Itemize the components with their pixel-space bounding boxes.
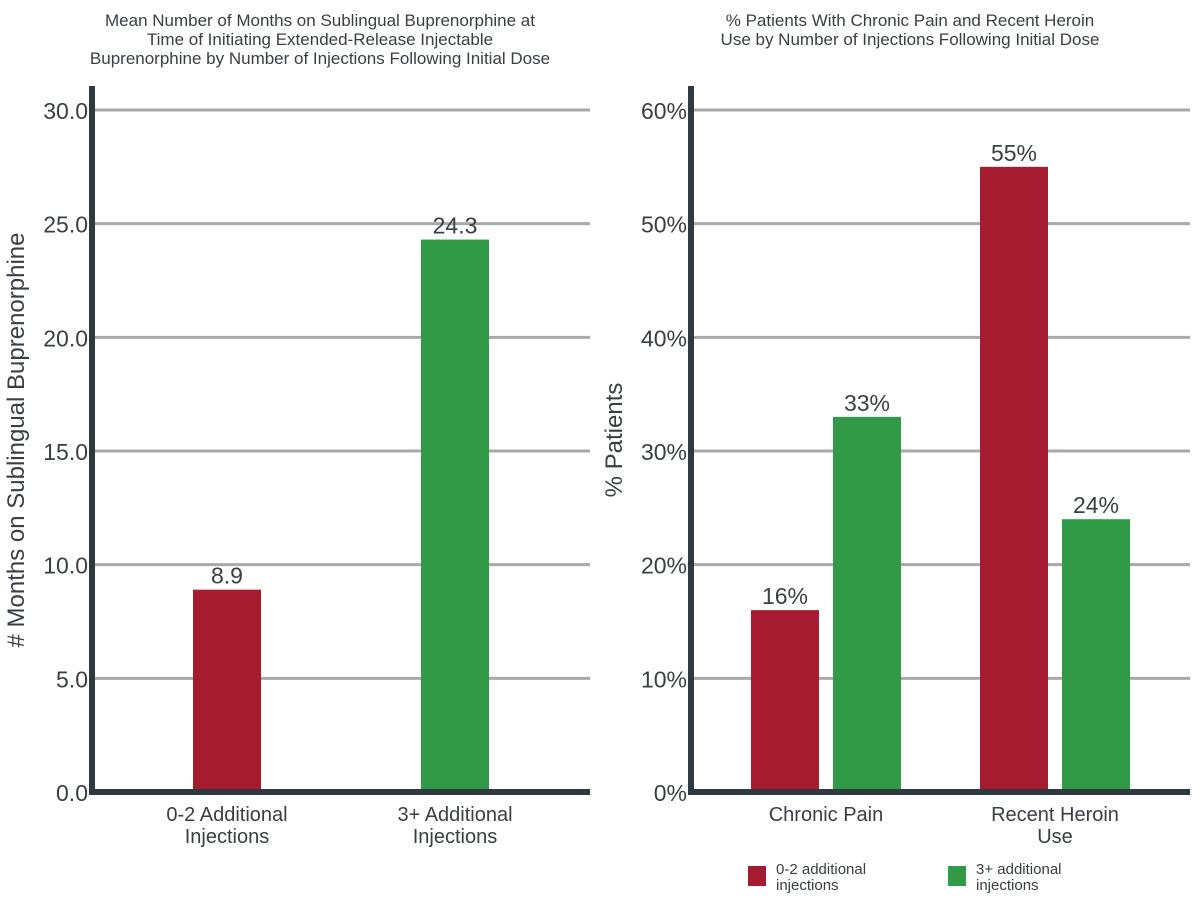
legend-label: injections [776, 877, 839, 894]
left-axes [89, 86, 590, 795]
left-value-labels: 8.9 24.3 [211, 213, 477, 589]
left-bar [421, 239, 489, 792]
right-bar [833, 416, 901, 792]
right-y-axis-title: % Patients [601, 383, 628, 498]
right-y-tick-label: 50% [641, 212, 687, 238]
right-bar [751, 610, 819, 792]
left-gridlines [92, 108, 590, 680]
legend-label: 0-2 additional [776, 861, 866, 878]
left-chart-title: Mean Number of Months on Sublingual Bupr… [40, 11, 600, 68]
right-bar-value-label: 55% [991, 140, 1037, 166]
left-y-tick-label: 5.0 [56, 666, 88, 692]
left-y-tick-label: 0.0 [56, 780, 88, 806]
left-category-label: Injections [413, 826, 498, 848]
left-y-tick-label: 20.0 [43, 325, 88, 351]
right-y-tick-label: 10% [641, 666, 687, 692]
left-y-tick-label: 30.0 [43, 98, 88, 124]
left-category-label: Injections [185, 826, 270, 848]
left-title-line-2: Time of Initiating Extended-Release Inje… [146, 30, 494, 49]
right-bar [1062, 519, 1130, 792]
right-chart-title: % Patients With Chronic Pain and Recent … [640, 11, 1180, 49]
right-bar-value-label: 24% [1073, 492, 1119, 518]
left-title-line-3: Buprenorphine by Number of Injections Fo… [89, 49, 551, 68]
right-bars [751, 166, 1130, 793]
right-y-tick-label: 0% [654, 780, 687, 806]
legend-label: injections [976, 877, 1039, 894]
left-y-tick-label: 10.0 [43, 553, 88, 579]
left-title-line-1: Mean Number of Months on Sublingual Bupr… [105, 11, 535, 30]
left-bar-value-label: 8.9 [211, 563, 243, 589]
right-y-tick-label: 30% [641, 439, 687, 465]
right-title-line-2: Use by Number of Injections Following In… [720, 30, 1100, 49]
left-y-tick-label: 15.0 [43, 439, 88, 465]
right-axes [688, 86, 1190, 795]
right-y-tick-label: 20% [641, 553, 687, 579]
legend-swatch [948, 866, 966, 886]
left-category-label: 0-2 Additional [166, 804, 287, 826]
left-bar-value-label: 24.3 [433, 213, 478, 239]
left-bars [193, 239, 489, 792]
left-y-tick-label: 25.0 [43, 212, 88, 238]
left-category-label: 3+ Additional [397, 804, 512, 826]
right-y-tick-labels: 0% 10% 20% 30% 40% 50% 60% [641, 98, 687, 806]
right-y-tick-label: 40% [641, 325, 687, 351]
right-category-label: Use [1037, 826, 1073, 848]
right-y-tick-label: 60% [641, 98, 687, 124]
right-title-line-1: % Patients With Chronic Pain and Recent … [725, 11, 1095, 30]
right-bar-value-label: 33% [844, 390, 890, 416]
left-y-tick-labels: 0.0 5.0 10.0 15.0 20.0 25.0 30.0 [43, 98, 88, 806]
right-bar [980, 166, 1048, 793]
right-bar-value-label: 16% [762, 583, 808, 609]
right-category-label: Chronic Pain [769, 804, 884, 826]
legend-swatch [748, 866, 766, 886]
legend-label: 3+ additional [976, 861, 1062, 878]
right-value-labels: 16% 55% 33% 24% [762, 140, 1119, 609]
left-y-axis-title: # Months on Sublingual Buprenorphine [3, 233, 30, 648]
left-bar [193, 589, 261, 792]
right-category-label: Recent Heroin [991, 804, 1119, 826]
